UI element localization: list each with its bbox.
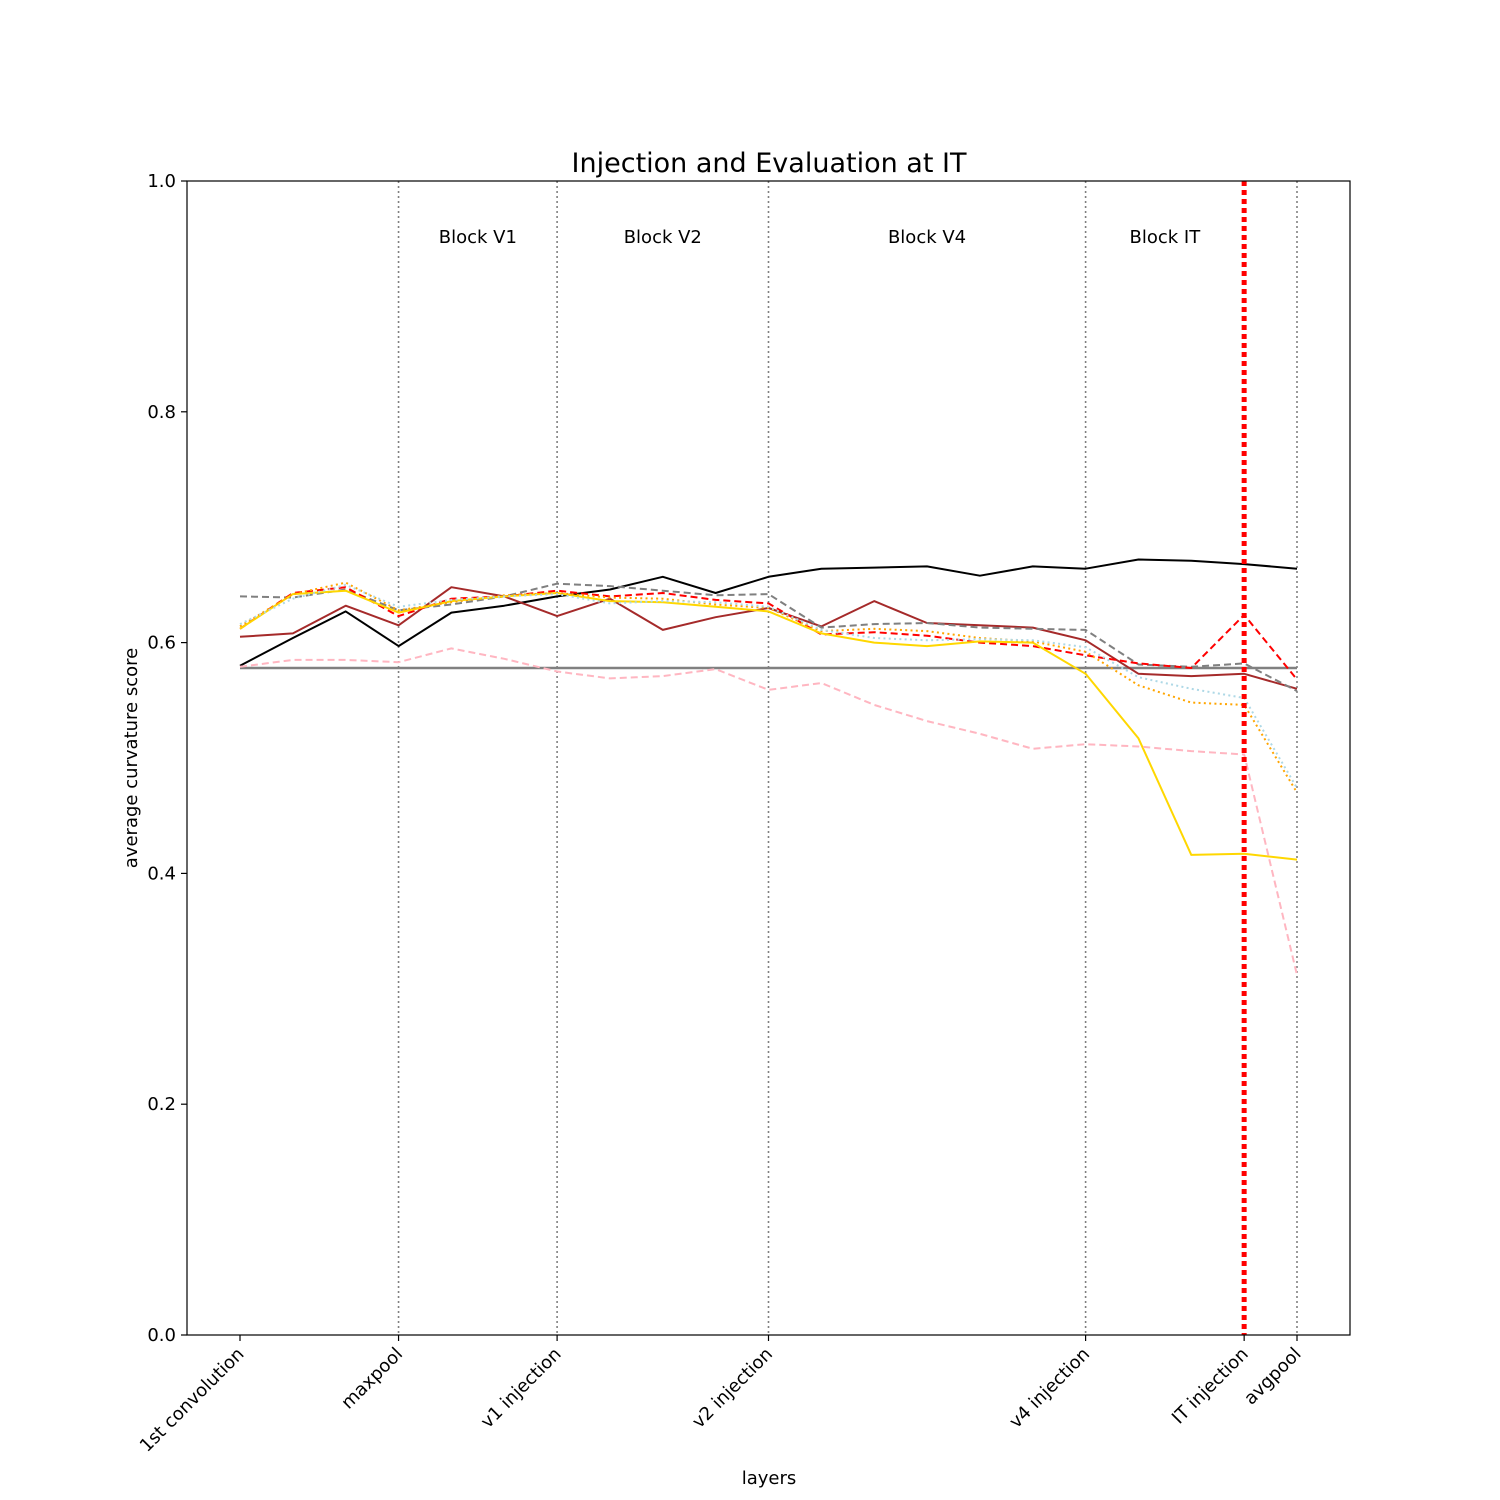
x-tick-label: maxpool [337, 1344, 407, 1414]
x-tick-label: v1 injection [477, 1344, 566, 1433]
block-label: Block V4 [888, 227, 966, 248]
x-tick-label: 1st convolution [136, 1344, 249, 1457]
series-line-0 [239, 558, 1298, 667]
y-tick-label: 0.0 [147, 1325, 176, 1346]
series-line-4 [239, 589, 1298, 861]
x-tick-label: v2 injection [688, 1344, 777, 1433]
x-axis-label: layers [742, 1468, 797, 1489]
block-label: Block V1 [439, 227, 517, 248]
y-tick-label: 0.2 [147, 1094, 176, 1115]
series-line-7 [239, 647, 1298, 976]
y-tick-label: 1.0 [147, 171, 176, 192]
y-tick-label: 0.8 [147, 402, 176, 423]
plot-area: Block V1 Block V2 Block V4 Block IT 0.0 0.2 0.… [136, 171, 1351, 1457]
series-line-6 [239, 583, 1298, 789]
series-line-3 [239, 586, 1298, 681]
y-tick-label: 0.4 [147, 863, 176, 884]
x-tick-label: v4 injection [1005, 1344, 1094, 1433]
x-tick-label: avgpool [1240, 1344, 1305, 1409]
block-label: Block IT [1130, 227, 1202, 248]
y-tick-label: 0.6 [147, 633, 176, 654]
chart-title: Injection and Evaluation at IT [572, 148, 967, 179]
block-label: Block V2 [624, 227, 702, 248]
series-line-5 [239, 581, 1298, 794]
y-axis-label: average curvature score [121, 648, 142, 868]
x-tick-label: IT injection [1168, 1344, 1253, 1429]
